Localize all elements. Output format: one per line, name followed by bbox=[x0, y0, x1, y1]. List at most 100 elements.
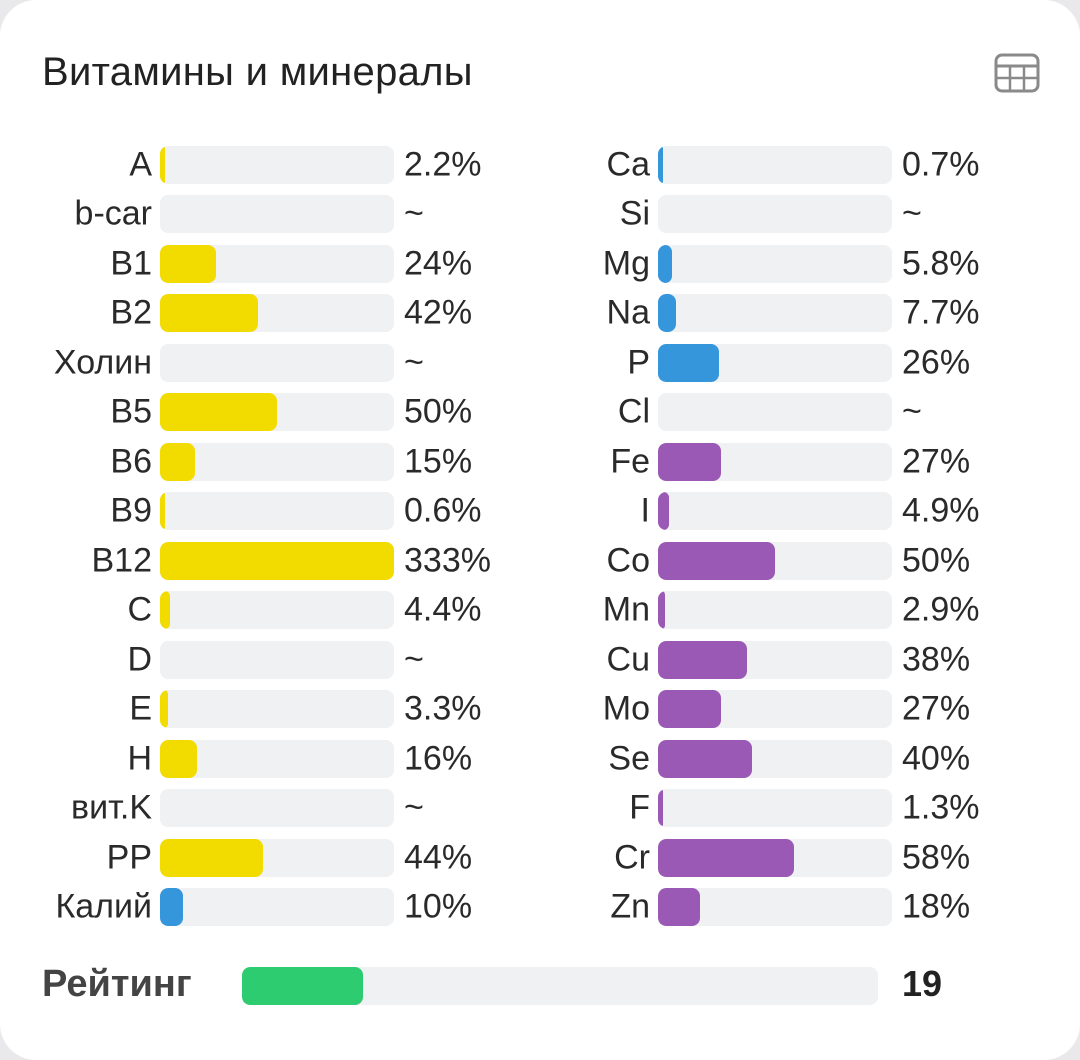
mineral-label: Zn bbox=[610, 887, 650, 926]
mineral-bar-track bbox=[658, 888, 892, 927]
mineral-label: Co bbox=[606, 541, 650, 580]
vitamin-label: B12 bbox=[91, 541, 153, 580]
mineral-bar-fill bbox=[658, 640, 747, 679]
mineral-bar-fill bbox=[658, 541, 775, 580]
mineral-bar-track bbox=[658, 244, 892, 283]
mineral-value: 18% bbox=[902, 887, 971, 926]
vitamin-value: 3.3% bbox=[404, 689, 482, 728]
mineral-bar-track bbox=[658, 690, 892, 729]
vitamin-label: вит.K bbox=[71, 788, 152, 827]
rating-bar-fill bbox=[242, 967, 363, 1005]
mineral-value: 0.7% bbox=[902, 145, 980, 184]
vitamin-bar-track bbox=[160, 492, 394, 531]
vitamin-bar-fill bbox=[160, 244, 217, 283]
mineral-value: 58% bbox=[902, 838, 971, 877]
mineral-bar-track bbox=[658, 343, 892, 382]
vitamin-bar-track bbox=[160, 442, 394, 481]
vitamin-bar-track bbox=[160, 393, 394, 432]
vitamin-value: 4.4% bbox=[404, 590, 482, 629]
mineral-label: Ca bbox=[606, 145, 650, 184]
vitamin-value: 24% bbox=[404, 244, 473, 283]
mineral-bar-track bbox=[658, 640, 892, 679]
vitamin-value: 50% bbox=[404, 392, 473, 431]
vitamin-label: Калий bbox=[55, 887, 152, 926]
vitamin-bar-track bbox=[160, 888, 394, 927]
vitamin-bar-track bbox=[160, 145, 394, 184]
mineral-value: 7.7% bbox=[902, 293, 980, 332]
vitamin-label: B6 bbox=[110, 442, 152, 481]
vitamin-bar-track bbox=[160, 789, 394, 828]
vitamin-bar-fill bbox=[160, 294, 259, 333]
vitamin-label: A bbox=[129, 145, 152, 184]
table-grid-icon[interactable] bbox=[994, 53, 1040, 93]
mineral-bar-fill bbox=[658, 145, 663, 184]
vitamin-label: C bbox=[127, 590, 152, 629]
vitamin-bar-fill bbox=[160, 442, 196, 481]
mineral-bar-fill bbox=[658, 294, 677, 333]
mineral-bar-fill bbox=[658, 789, 663, 828]
mineral-bar-track bbox=[658, 492, 892, 531]
mineral-value: 27% bbox=[902, 689, 971, 728]
mineral-label: Mn bbox=[602, 590, 650, 629]
vitamin-bar-track bbox=[160, 838, 394, 877]
vitamin-bar-fill bbox=[160, 739, 198, 778]
vitamin-bar-fill bbox=[160, 393, 277, 432]
mineral-bar-track bbox=[658, 393, 892, 432]
mineral-bar-fill bbox=[658, 690, 722, 729]
rating-bar-track bbox=[242, 967, 878, 1005]
vitamin-label: B9 bbox=[110, 491, 152, 530]
vitamin-label: b-car bbox=[74, 194, 152, 233]
mineral-bar-fill bbox=[658, 492, 670, 531]
vitamin-label: Холин bbox=[53, 343, 152, 382]
vitamin-label: B2 bbox=[110, 293, 152, 332]
card-title: Витамины и минералы bbox=[42, 50, 473, 94]
vitamin-value: 16% bbox=[404, 739, 473, 778]
vitamin-value: 15% bbox=[404, 442, 473, 481]
vitamin-value: ~ bbox=[404, 788, 424, 827]
vitamin-bar-fill bbox=[160, 888, 184, 927]
vitamin-label: D bbox=[127, 640, 152, 679]
mineral-value: 2.9% bbox=[902, 590, 980, 629]
mineral-label: Se bbox=[608, 739, 650, 778]
vitamin-label: PP bbox=[106, 838, 152, 877]
mineral-bar-fill bbox=[658, 888, 701, 927]
mineral-value: 26% bbox=[902, 343, 971, 382]
vitamin-value: 44% bbox=[404, 838, 473, 877]
mineral-label: Cl bbox=[617, 392, 650, 431]
mineral-value: 1.3% bbox=[902, 788, 980, 827]
mineral-value: ~ bbox=[902, 392, 922, 431]
vitamin-bar-fill bbox=[160, 145, 166, 184]
mineral-bar-track bbox=[658, 838, 892, 877]
mineral-bar-track bbox=[658, 442, 892, 481]
mineral-bar-track bbox=[658, 541, 892, 580]
mineral-value: 38% bbox=[902, 640, 971, 679]
vitamin-label: B1 bbox=[110, 244, 152, 283]
vitamin-value: 333% bbox=[404, 541, 491, 580]
rating-label: Рейтинг bbox=[42, 963, 192, 1005]
mineral-value: 40% bbox=[902, 739, 971, 778]
vitamin-bar-track bbox=[160, 591, 394, 630]
mineral-value: 4.9% bbox=[902, 491, 980, 530]
vitamin-value: 10% bbox=[404, 887, 473, 926]
vitamin-label: B5 bbox=[110, 392, 152, 431]
mineral-value: 50% bbox=[902, 541, 971, 580]
mineral-label: Mg bbox=[602, 244, 650, 283]
mineral-bar-track bbox=[658, 591, 892, 630]
mineral-label: I bbox=[640, 491, 650, 530]
mineral-bar-fill bbox=[658, 244, 672, 283]
vitamin-value: 42% bbox=[404, 293, 473, 332]
vitamin-value: ~ bbox=[404, 194, 424, 233]
mineral-bar-fill bbox=[658, 739, 752, 778]
vitamin-bar-fill bbox=[160, 838, 263, 877]
mineral-label: Na bbox=[606, 293, 650, 332]
mineral-label: Cu bbox=[606, 640, 650, 679]
mineral-label: Si bbox=[619, 194, 650, 233]
mineral-bar-fill bbox=[658, 838, 794, 877]
rating-value: 19 bbox=[902, 963, 943, 1004]
vitamin-bar-fill bbox=[160, 541, 394, 580]
vitamin-bar-track bbox=[160, 739, 394, 778]
vitamin-label: E bbox=[129, 689, 152, 728]
vitamin-bar-fill bbox=[160, 591, 171, 630]
mineral-bar-track bbox=[658, 145, 892, 184]
